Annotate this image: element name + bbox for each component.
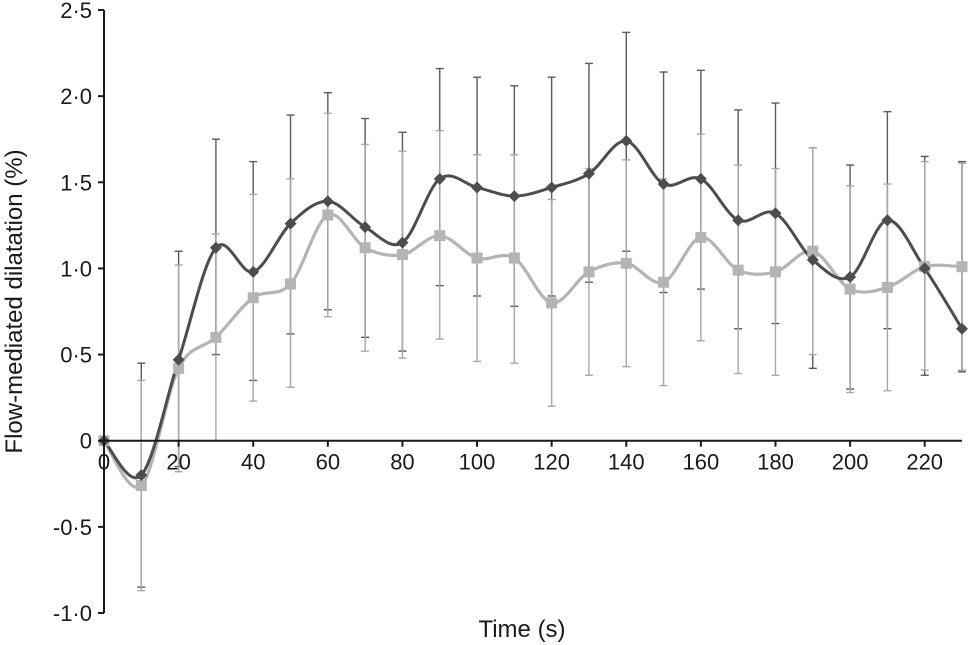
square-marker: [359, 242, 371, 254]
square-marker: [583, 266, 595, 278]
diamond-marker: [657, 178, 670, 191]
diamond-marker: [396, 236, 409, 249]
diamond-marker: [769, 207, 782, 220]
axes: [98, 9, 962, 614]
diamond-marker: [359, 221, 372, 234]
y-tick-label: -1·0: [53, 601, 92, 626]
diamond-marker: [620, 134, 633, 147]
square-marker: [881, 281, 893, 293]
x-tick-label: 40: [241, 450, 265, 475]
diamond-marker: [433, 172, 446, 185]
square-marker: [956, 261, 968, 273]
square-marker: [210, 331, 222, 343]
y-tick-label: 2·5: [60, 0, 92, 23]
square-marker: [620, 257, 632, 269]
series-lines: [102, 139, 964, 489]
diamond-marker: [321, 195, 334, 208]
square-marker: [508, 252, 520, 264]
square-marker: [173, 362, 185, 374]
series-line: [102, 139, 964, 480]
square-marker: [285, 278, 297, 290]
square-marker: [322, 209, 334, 221]
x-tick-label: 200: [832, 450, 869, 475]
x-tick-label: 160: [683, 450, 720, 475]
y-tick-label: 1·5: [60, 170, 92, 195]
diamond-marker: [135, 469, 148, 482]
series-markers: [98, 134, 968, 492]
diamond-marker: [582, 167, 595, 180]
square-marker: [546, 297, 558, 309]
x-tick-label: 20: [166, 450, 190, 475]
x-tick-label: 180: [757, 450, 794, 475]
y-tick-label: 2·0: [60, 84, 92, 109]
square-marker: [135, 480, 147, 492]
diamond-marker: [806, 253, 819, 266]
square-marker: [434, 230, 446, 242]
square-marker: [807, 245, 819, 257]
square-marker: [658, 276, 670, 288]
diamond-marker: [508, 190, 521, 203]
y-tick-label: 1·0: [60, 256, 92, 281]
y-tick-label: 0·5: [60, 343, 92, 368]
diamond-marker: [284, 217, 297, 230]
y-tick-label: 0: [80, 429, 92, 454]
diamond-marker: [209, 241, 222, 254]
diamond-marker: [881, 214, 894, 227]
error-bars: [137, 31, 966, 592]
square-marker: [732, 264, 744, 276]
diamond-marker: [918, 262, 931, 275]
x-tick-label: 80: [390, 450, 414, 475]
diamond-marker: [956, 322, 968, 335]
y-axis-title: Flow-mediated dilatation (%): [1, 149, 28, 453]
x-tick-label: 140: [608, 450, 645, 475]
x-tick-label: 120: [533, 450, 570, 475]
tick-labels: 2·5 2·0 1·5 1·0 0·5 0 -0·5 -1·0 0 20 40 60 80 100 120 1…: [53, 0, 943, 626]
x-axis-title: Time (s): [478, 616, 565, 643]
square-marker: [769, 266, 781, 278]
square-marker: [247, 292, 259, 304]
diamond-marker: [694, 172, 707, 185]
x-tick-label: 100: [459, 450, 496, 475]
square-marker: [844, 283, 856, 295]
x-tick-label: 0: [98, 450, 110, 475]
y-tick-label: -0·5: [53, 515, 92, 540]
diamond-marker: [545, 181, 558, 194]
diamond-marker: [732, 214, 745, 227]
x-tick-label: 60: [316, 450, 340, 475]
square-marker: [695, 231, 707, 243]
x-tick-label: 220: [906, 450, 943, 475]
diamond-marker: [844, 271, 857, 284]
diamond-marker: [172, 353, 185, 366]
diamond-marker: [471, 181, 484, 194]
square-marker: [471, 252, 483, 264]
square-marker: [396, 249, 408, 261]
diamond-marker: [247, 265, 260, 278]
